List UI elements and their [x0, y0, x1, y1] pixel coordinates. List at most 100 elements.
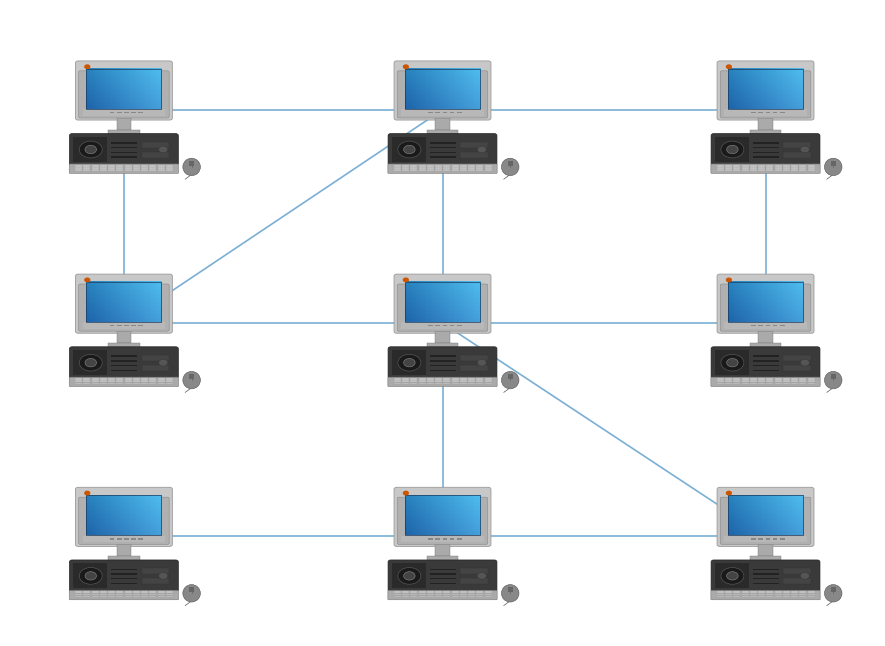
Bar	[146, 91, 150, 93]
Bar	[717, 165, 724, 167]
Bar	[781, 81, 784, 83]
Bar	[756, 100, 759, 102]
Bar	[735, 309, 739, 311]
Bar	[154, 521, 158, 523]
Bar	[475, 512, 479, 514]
Bar	[131, 101, 135, 103]
Bar	[412, 282, 416, 284]
Bar	[783, 503, 787, 505]
Bar	[768, 311, 772, 313]
Bar	[422, 315, 426, 317]
Bar	[151, 76, 155, 78]
Bar	[427, 165, 434, 167]
Bar	[750, 503, 754, 505]
Bar	[87, 508, 89, 510]
Bar	[104, 523, 107, 525]
Bar	[478, 83, 481, 85]
Bar	[94, 292, 97, 294]
Bar	[154, 79, 158, 81]
Bar	[778, 107, 781, 109]
Bar	[733, 529, 736, 531]
Bar	[788, 519, 791, 521]
Bar	[763, 76, 766, 78]
Bar	[781, 499, 784, 501]
Bar	[165, 596, 173, 598]
Bar	[99, 87, 103, 89]
Bar	[470, 79, 473, 81]
Bar	[760, 497, 764, 499]
FancyBboxPatch shape	[397, 284, 488, 331]
Bar	[473, 70, 476, 72]
Bar	[743, 91, 746, 93]
Bar	[146, 501, 150, 503]
Bar	[801, 495, 804, 497]
Bar	[96, 311, 100, 313]
Bar	[748, 315, 751, 317]
Bar	[114, 509, 118, 511]
Bar	[470, 287, 473, 289]
Bar	[407, 103, 411, 105]
Bar	[144, 530, 147, 532]
Bar	[422, 312, 426, 314]
Bar	[801, 532, 804, 534]
Bar	[766, 508, 769, 510]
Bar	[159, 524, 162, 526]
Bar	[735, 500, 739, 502]
Bar	[470, 91, 473, 93]
Bar	[463, 295, 466, 297]
Bar	[117, 526, 119, 528]
Bar	[753, 288, 757, 290]
Bar	[154, 506, 158, 508]
Bar	[766, 95, 769, 97]
Bar	[733, 309, 736, 311]
Bar	[728, 303, 731, 305]
Bar	[102, 309, 104, 311]
Bar	[102, 95, 104, 97]
Bar	[743, 70, 746, 72]
Bar	[410, 295, 413, 297]
Bar	[94, 516, 97, 518]
Bar	[448, 289, 450, 291]
Bar	[440, 289, 443, 291]
Bar	[112, 509, 115, 511]
Bar	[801, 100, 804, 102]
Bar	[94, 520, 97, 522]
Bar	[437, 496, 441, 498]
Bar	[94, 81, 97, 83]
Bar	[88, 497, 92, 499]
Bar	[445, 74, 449, 76]
Bar	[154, 315, 158, 317]
Bar	[129, 516, 132, 518]
Bar	[142, 312, 145, 314]
Bar	[124, 74, 127, 76]
Bar	[750, 506, 754, 508]
Bar	[455, 521, 458, 523]
Bar	[798, 512, 802, 514]
Bar	[420, 497, 423, 499]
Bar	[88, 284, 92, 286]
Bar	[733, 100, 736, 102]
Bar	[136, 512, 140, 514]
Bar	[781, 304, 784, 306]
Bar	[407, 313, 411, 315]
Bar	[460, 520, 464, 522]
Bar	[738, 320, 742, 322]
Bar	[778, 78, 781, 79]
Bar	[735, 68, 739, 70]
Bar	[102, 289, 104, 291]
Bar	[91, 523, 95, 525]
Bar	[117, 89, 119, 90]
Bar	[144, 309, 147, 311]
Bar	[738, 94, 742, 96]
Bar	[119, 70, 122, 72]
Bar	[146, 85, 150, 87]
Bar	[112, 70, 115, 72]
Bar	[412, 293, 416, 295]
Bar	[778, 74, 781, 76]
Bar	[470, 98, 473, 99]
Bar	[129, 300, 132, 302]
Bar	[407, 521, 411, 523]
Bar	[437, 98, 441, 99]
Bar	[465, 528, 468, 530]
Bar	[96, 107, 100, 109]
